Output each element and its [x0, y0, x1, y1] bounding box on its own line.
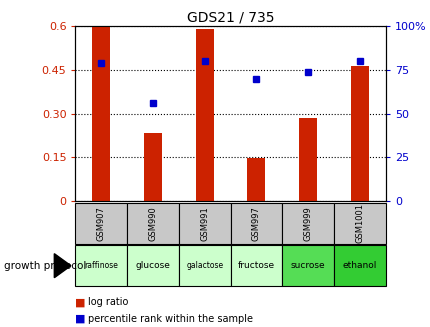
Text: log ratio: log ratio — [88, 298, 129, 307]
Text: raffinose: raffinose — [84, 261, 118, 270]
Text: GSM997: GSM997 — [252, 206, 260, 241]
Bar — [333, 203, 385, 244]
Bar — [92, 26, 110, 201]
Bar — [282, 245, 333, 286]
Bar — [230, 245, 282, 286]
Bar — [350, 65, 368, 201]
Bar — [75, 203, 127, 244]
Bar — [247, 158, 265, 201]
Bar — [127, 203, 178, 244]
Text: growth protocol: growth protocol — [4, 261, 86, 271]
Bar — [333, 245, 385, 286]
Text: GSM990: GSM990 — [148, 206, 157, 241]
Text: glucose: glucose — [135, 261, 170, 270]
Bar — [127, 245, 178, 286]
Bar — [178, 245, 230, 286]
Bar — [230, 203, 282, 244]
Bar — [298, 118, 316, 201]
Text: sucrose: sucrose — [290, 261, 325, 270]
Text: ethanol: ethanol — [342, 261, 376, 270]
Bar — [144, 132, 162, 201]
Text: percentile rank within the sample: percentile rank within the sample — [88, 314, 253, 324]
Text: GSM991: GSM991 — [200, 206, 209, 241]
Text: GSM1001: GSM1001 — [355, 203, 363, 243]
Bar — [75, 245, 127, 286]
Text: fructose: fructose — [237, 261, 274, 270]
Title: GDS21 / 735: GDS21 / 735 — [186, 11, 274, 25]
Text: ■: ■ — [75, 314, 86, 324]
Text: galactose: galactose — [186, 261, 223, 270]
Bar — [282, 203, 333, 244]
Bar — [178, 203, 230, 244]
Bar — [195, 29, 213, 201]
Text: GSM999: GSM999 — [303, 206, 312, 241]
Text: GSM907: GSM907 — [97, 206, 105, 241]
Polygon shape — [54, 254, 71, 278]
Text: ■: ■ — [75, 298, 86, 307]
